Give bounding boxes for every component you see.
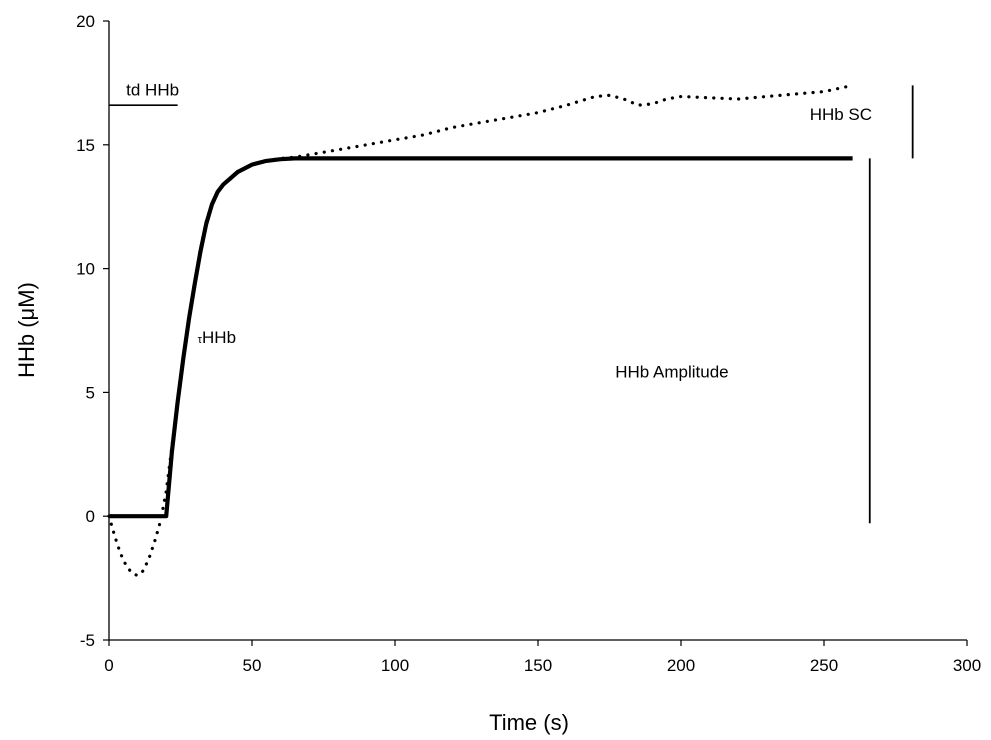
annotation-layer: td HHb τHHb HHb Amplitude HHb SC xyxy=(109,80,914,524)
x-tick-label: 50 xyxy=(243,656,262,675)
x-tick-label: 0 xyxy=(104,656,113,675)
td-hhb-label: td HHb xyxy=(126,80,179,99)
y-tick-label: 15 xyxy=(76,136,95,155)
y-tick-label: 20 xyxy=(76,12,95,31)
y-axis-label: HHb (μM) xyxy=(14,282,39,378)
x-tick-label: 200 xyxy=(667,656,695,675)
y-tick-label: 10 xyxy=(76,260,95,279)
y-ticks: -5 0 5 10 15 20 xyxy=(76,12,109,650)
x-tick-label: 150 xyxy=(524,656,552,675)
hhb-amplitude-label: HHb Amplitude xyxy=(615,363,728,382)
series-layer xyxy=(107,83,855,578)
x-axis-label: Time (s) xyxy=(489,710,569,735)
x-tick-label: 250 xyxy=(810,656,838,675)
x-tick-label: 100 xyxy=(381,656,409,675)
y-tick-label: -5 xyxy=(80,631,95,650)
tau-hhb-label: τHHb xyxy=(198,328,236,347)
x-tick-label: 300 xyxy=(953,656,981,675)
y-tick-label: 5 xyxy=(86,383,95,402)
hhb-sc-label: HHb SC xyxy=(810,105,872,124)
series-line-dotted xyxy=(107,83,855,578)
series-line-fit xyxy=(109,156,853,519)
y-tick-label: 0 xyxy=(86,507,95,526)
x-ticks: 0 50 100 150 200 250 300 xyxy=(104,640,981,675)
